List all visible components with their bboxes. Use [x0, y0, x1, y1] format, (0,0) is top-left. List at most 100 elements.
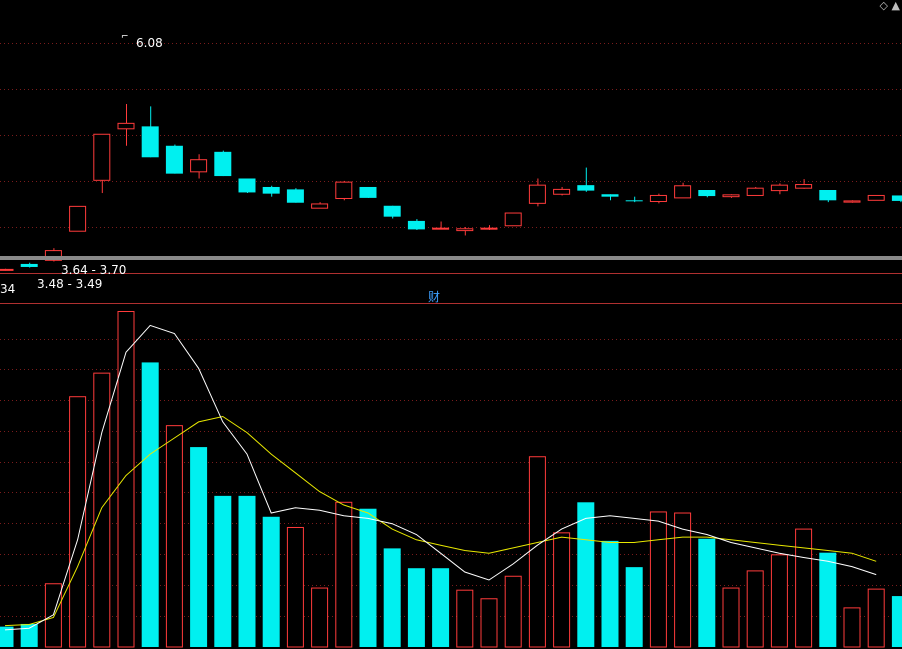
candle[interactable] [698, 190, 716, 198]
volume-bar[interactable] [141, 362, 159, 647]
candle[interactable] [69, 205, 87, 232]
candle[interactable] [456, 226, 474, 236]
triangle-icon[interactable]: ▲ [891, 0, 900, 12]
candle-body [117, 122, 135, 130]
volume-ma-yellow-line [4, 415, 877, 627]
volume-bar[interactable] [20, 623, 38, 647]
candle[interactable] [238, 178, 256, 194]
volume-bar[interactable] [359, 508, 377, 647]
candle[interactable] [165, 144, 183, 174]
candle[interactable] [674, 182, 692, 199]
candle[interactable] [190, 154, 208, 179]
candle[interactable] [432, 221, 450, 230]
candle[interactable] [795, 179, 813, 189]
candle-body [795, 184, 813, 189]
range-lower-label: 3.48 - 3.49 [37, 277, 102, 291]
candle-body [770, 184, 788, 192]
candle-body [722, 194, 740, 198]
candle[interactable] [0, 268, 14, 271]
candle[interactable] [311, 202, 329, 209]
candle-body [843, 200, 861, 203]
candle-body [480, 227, 498, 230]
volume-bar[interactable] [432, 568, 450, 647]
volume-bar[interactable] [528, 456, 546, 648]
candle[interactable] [625, 196, 643, 203]
candle[interactable] [117, 103, 135, 146]
volume-bar[interactable] [165, 425, 183, 648]
candle[interactable] [214, 150, 232, 177]
candle[interactable] [722, 194, 740, 198]
volume-bar[interactable] [649, 511, 667, 648]
volume-bar[interactable] [601, 540, 619, 647]
candlestick-series [0, 103, 902, 271]
volume-bar[interactable] [843, 607, 861, 648]
candle-body [69, 205, 87, 232]
candle-body [335, 181, 353, 199]
candle-body [528, 184, 546, 204]
volume-bar[interactable] [214, 495, 232, 647]
candle-body [141, 126, 159, 158]
candle-body [165, 145, 183, 174]
candle[interactable] [528, 178, 546, 207]
volume-bar[interactable] [407, 568, 425, 647]
candle[interactable] [359, 186, 377, 198]
candle[interactable] [601, 194, 619, 201]
volume-bar[interactable] [577, 502, 595, 647]
volume-bar[interactable] [770, 554, 788, 648]
candle[interactable] [262, 185, 280, 197]
volume-bar[interactable] [190, 447, 208, 647]
candle[interactable] [649, 193, 667, 204]
volume-bar[interactable] [383, 548, 401, 647]
volume-bar[interactable] [746, 570, 764, 648]
candle-body [674, 185, 692, 199]
volume-bar[interactable] [891, 596, 902, 647]
candle-body [819, 190, 837, 201]
candle[interactable] [819, 190, 837, 203]
volume-bar[interactable] [117, 311, 135, 648]
volume-bar[interactable] [867, 588, 885, 648]
high-price-label: 6.08 [136, 36, 163, 50]
volume-bar[interactable] [0, 626, 14, 647]
volume-bar[interactable] [238, 495, 256, 647]
volume-bar[interactable] [504, 575, 522, 648]
candle-body [649, 194, 667, 203]
volume-bar[interactable] [262, 516, 280, 647]
candle[interactable] [93, 133, 111, 194]
volume-bar[interactable] [456, 589, 474, 648]
candle-body [286, 189, 304, 203]
volume-bar[interactable] [553, 532, 571, 648]
candle[interactable] [843, 200, 861, 203]
candle[interactable] [383, 205, 401, 219]
candle[interactable] [770, 183, 788, 195]
candle[interactable] [553, 186, 571, 196]
price-panel-scroll-bar[interactable] [0, 256, 902, 260]
candle-body [746, 187, 764, 196]
volume-bar[interactable] [722, 587, 740, 648]
volume-bar[interactable] [335, 501, 353, 648]
candle[interactable] [20, 262, 38, 268]
candle[interactable] [504, 212, 522, 227]
volume-bar[interactable] [286, 526, 304, 648]
candle[interactable] [407, 219, 425, 230]
candle[interactable] [891, 195, 902, 203]
candle[interactable] [335, 180, 353, 201]
volume-bar[interactable] [698, 538, 716, 647]
candle-body [93, 133, 111, 181]
volume-bar[interactable] [819, 552, 837, 647]
volume-bar[interactable] [674, 512, 692, 648]
candle[interactable] [480, 225, 498, 230]
candle[interactable] [286, 188, 304, 203]
candle[interactable] [577, 167, 595, 192]
volume-bar[interactable] [480, 598, 498, 648]
candle[interactable] [867, 194, 885, 201]
candle[interactable] [141, 106, 159, 158]
volume-bar[interactable] [44, 583, 62, 648]
volume-bar[interactable] [311, 587, 329, 648]
volume-bar[interactable] [625, 567, 643, 647]
candle[interactable] [746, 186, 764, 196]
panel-tag-label[interactable]: 财 [428, 290, 440, 304]
volume-bar[interactable] [93, 372, 111, 648]
diamond-icon[interactable]: ◇ [879, 0, 888, 12]
volume-bar[interactable] [69, 396, 87, 648]
